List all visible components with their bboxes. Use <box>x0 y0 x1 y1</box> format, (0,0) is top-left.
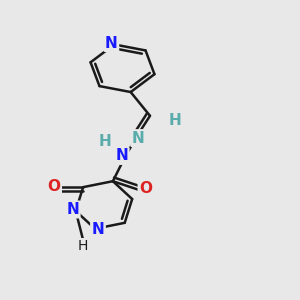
Text: O: O <box>139 181 152 196</box>
Text: N: N <box>66 202 79 217</box>
Text: N: N <box>105 35 118 50</box>
Text: H: H <box>169 113 182 128</box>
Text: H: H <box>78 239 88 253</box>
Text: N: N <box>132 130 145 146</box>
Text: H: H <box>99 134 112 148</box>
Text: N: N <box>92 222 104 237</box>
Text: O: O <box>47 179 61 194</box>
Text: N: N <box>116 148 128 164</box>
